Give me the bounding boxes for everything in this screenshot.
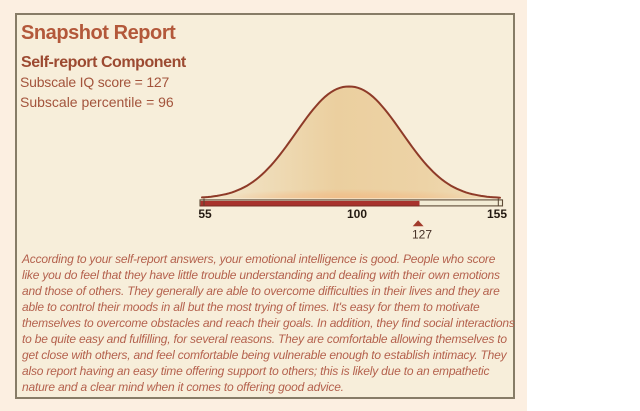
svg-text:127: 127	[412, 228, 432, 242]
svg-text:55: 55	[198, 207, 212, 221]
svg-text:100: 100	[347, 207, 367, 221]
svg-text:155: 155	[487, 207, 507, 221]
